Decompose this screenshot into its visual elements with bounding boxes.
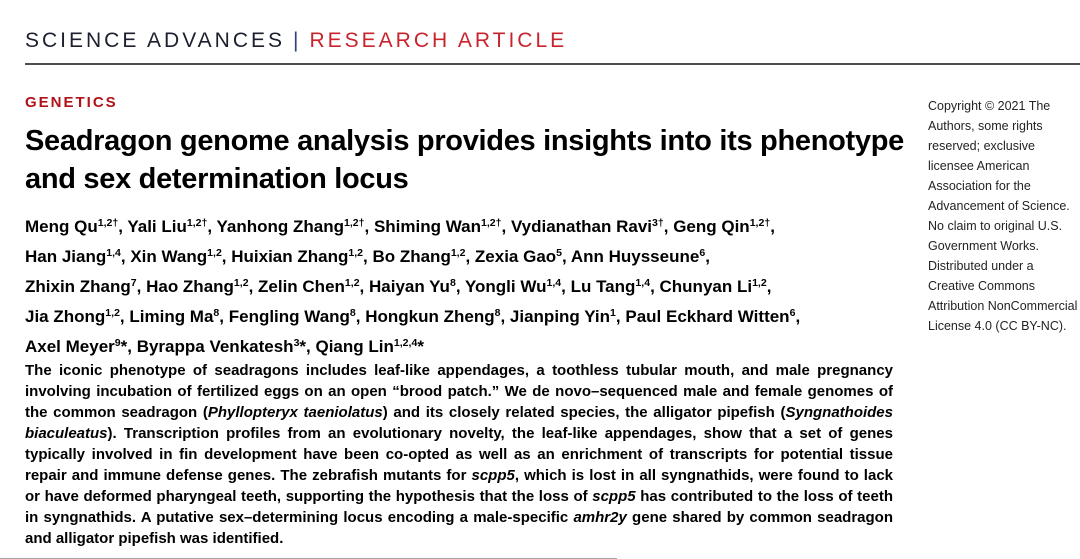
masthead-rule xyxy=(25,63,1080,65)
copyright-notice: Copyright © 2021 The Authors, some right… xyxy=(928,99,1078,333)
author-line: Jia Zhong1,2, Liming Ma8, Fengling Wang8… xyxy=(25,307,801,326)
abstract-text: The iconic phenotype of seadragons inclu… xyxy=(25,362,894,547)
section-label: GENETICS xyxy=(25,94,118,111)
masthead: SCIENCE ADVANCES | RESEARCH ARTICLE xyxy=(25,29,567,53)
journal-name: SCIENCE ADVANCES xyxy=(25,29,285,52)
masthead-separator: | xyxy=(293,29,302,52)
author-line: Meng Qu1,2†, Yali Liu1,2†, Yanhong Zhang… xyxy=(25,217,775,236)
article-title: Seadragon genome analysis provides insig… xyxy=(25,125,904,195)
author-line: Han Jiang1,4, Xin Wang1,2, Huixian Zhang… xyxy=(25,247,710,266)
article-type-label: RESEARCH ARTICLE xyxy=(309,29,568,52)
author-line: Zhixin Zhang7, Hao Zhang1,2, Zelin Chen1… xyxy=(25,277,772,296)
author-list: Meng Qu1,2†, Yali Liu1,2†, Yanhong Zhang… xyxy=(25,213,925,363)
author-line: Axel Meyer9*, Byrappa Venkatesh3*, Qiang… xyxy=(25,337,424,356)
